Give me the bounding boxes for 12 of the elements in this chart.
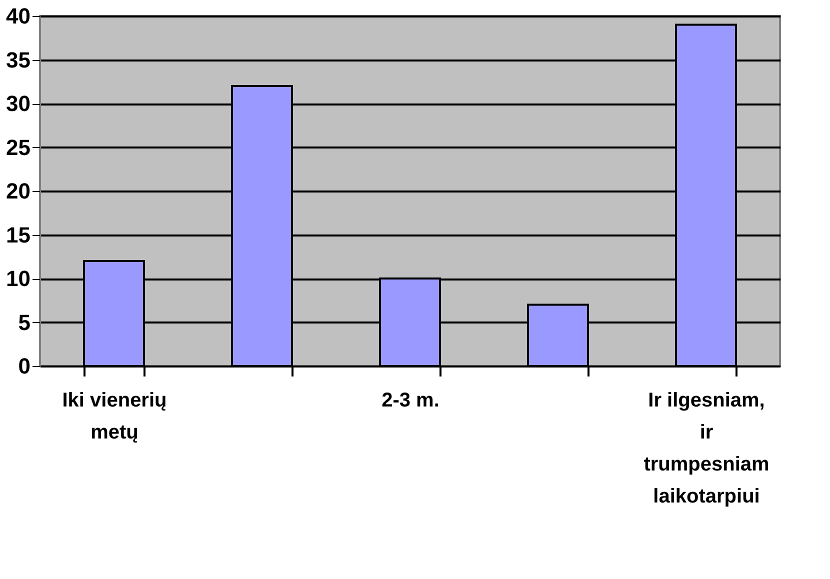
y-tick-label: 35 xyxy=(6,47,30,72)
x-tick-label: Ir ilgesniam, ir trumpesniam laikotarpiui xyxy=(644,390,770,508)
y-tick-label: 20 xyxy=(6,178,30,204)
y-tick-label: 30 xyxy=(6,91,30,116)
y-tick-label: 15 xyxy=(6,222,30,248)
y-tick-label: 25 xyxy=(6,134,30,160)
x-tick-label: Iki vienerių metų xyxy=(62,390,167,444)
y-tick-label: 10 xyxy=(6,266,30,291)
y-tick-label: 40 xyxy=(6,4,30,28)
y-tick-label: 5 xyxy=(18,310,30,335)
y-tick-label: 0 xyxy=(18,354,30,378)
x-tick-label: 2-3 m. xyxy=(382,390,440,412)
